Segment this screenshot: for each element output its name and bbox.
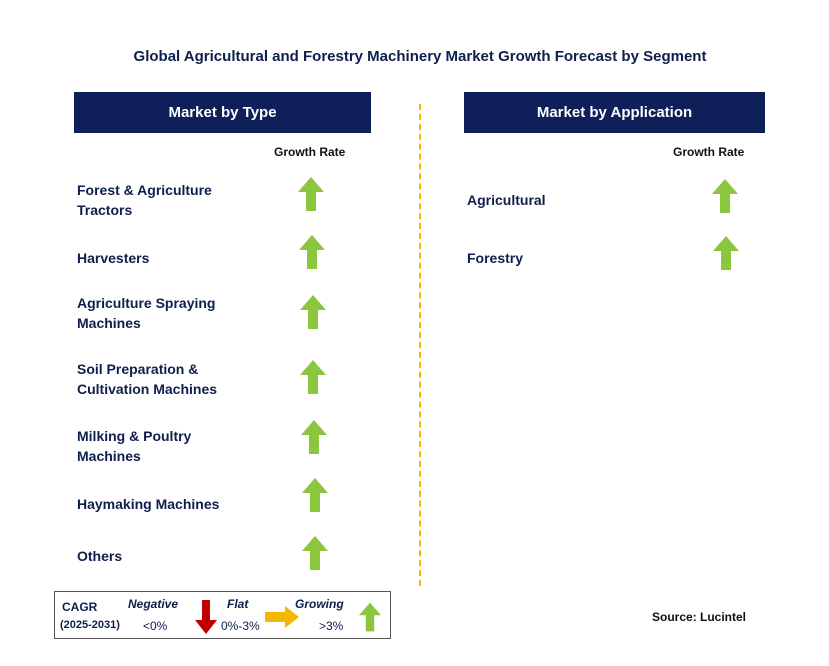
type-row-label-5: Milking & Poultry Machines bbox=[77, 428, 192, 464]
legend-period: (2025-2031) bbox=[60, 619, 120, 631]
growing-arrow-icon bbox=[359, 602, 381, 632]
type-row-label-4: Soil Preparation & Cultivation Machines bbox=[77, 361, 218, 397]
legend-negative-label: Negative bbox=[128, 597, 179, 611]
legend-cagr-label: CAGR bbox=[62, 600, 98, 614]
negative-arrow-icon bbox=[195, 600, 217, 634]
legend-growing-label: Growing bbox=[295, 597, 344, 611]
growing-arrow-icon bbox=[300, 360, 326, 394]
legend-growing-range: >3% bbox=[319, 619, 344, 633]
chart-title: Global Agricultural and Forestry Machine… bbox=[133, 48, 707, 65]
type-growth-rate-label: Growth Rate bbox=[274, 145, 346, 159]
cagr-legend: CAGR (2025-2031) Negative <0% Flat 0%-3%… bbox=[54, 591, 391, 639]
growing-arrow-icon bbox=[713, 236, 739, 270]
type-row-label-7: Others bbox=[77, 548, 123, 564]
growing-arrow-icon bbox=[300, 295, 326, 329]
type-row-label-6: Haymaking Machines bbox=[77, 496, 220, 512]
market-by-application-header: Market by Application bbox=[464, 92, 765, 133]
growing-arrow-icon bbox=[301, 420, 327, 454]
growing-arrow-icon bbox=[302, 536, 328, 570]
type-row-label-3: Agriculture Spraying Machines bbox=[77, 295, 216, 331]
application-growth-rate-label: Growth Rate bbox=[673, 145, 745, 159]
panel-divider bbox=[419, 104, 421, 586]
type-row-label-1: Forest & Agriculture Tractors bbox=[77, 182, 212, 218]
application-row-label-1: Agricultural bbox=[467, 192, 546, 208]
legend-flat-range: 0%-3% bbox=[221, 619, 260, 633]
type-row-label-2: Harvesters bbox=[77, 250, 150, 266]
market-by-type-header: Market by Type bbox=[74, 92, 371, 133]
source-label: Source: Lucintel bbox=[652, 610, 747, 624]
growing-arrow-icon bbox=[298, 177, 324, 211]
flat-arrow-icon bbox=[265, 606, 299, 628]
legend-flat-label: Flat bbox=[227, 597, 249, 611]
growing-arrow-icon bbox=[712, 179, 738, 213]
application-row-label-2: Forestry bbox=[467, 250, 524, 266]
growing-arrow-icon bbox=[302, 478, 328, 512]
growing-arrow-icon bbox=[299, 235, 325, 269]
legend-negative-range: <0% bbox=[143, 619, 168, 633]
